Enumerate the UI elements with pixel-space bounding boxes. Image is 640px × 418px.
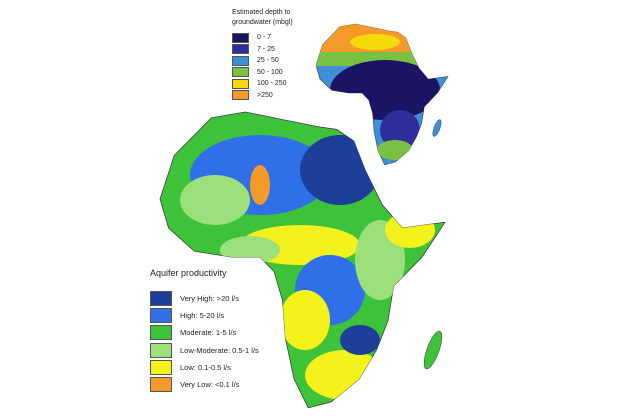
legend-item: Very High: >20 l/s	[150, 290, 259, 307]
legend-swatch	[150, 359, 172, 375]
legend-swatch	[150, 377, 172, 393]
legend-label: High: 5-20 l/s	[180, 311, 225, 321]
legend-item: 7 - 25	[232, 44, 312, 56]
legend-item: >250	[232, 90, 312, 102]
legend-label: Very Low: <0.1 l/s	[180, 380, 240, 390]
legend-swatch	[150, 308, 172, 324]
productivity-map	[158, 110, 447, 410]
legend-swatch	[232, 32, 249, 43]
legend-label: >250	[257, 91, 273, 99]
legend-label: Low-Moderate: 0.5-1 l/s	[180, 345, 259, 355]
legend-swatch	[232, 67, 249, 78]
legend-title: Estimated depth to groundwater (mbgl)	[232, 9, 293, 26]
legend-item: Low: 0.1-0.5 l/s	[150, 359, 259, 376]
legend-swatch	[232, 44, 249, 55]
legend-item: 25 - 50	[232, 55, 312, 67]
legend-item: 50 - 100	[232, 67, 312, 79]
productivity-legend: Aquifer productivity Very High: >20 l/s H…	[150, 268, 259, 393]
legend-swatch	[232, 78, 249, 89]
legend-swatch	[232, 90, 249, 101]
legend-item: 100 - 250	[232, 78, 312, 90]
legend-label: 0 - 7	[257, 34, 272, 42]
legend-item: Low-Moderate: 0.5-1 l/s	[150, 342, 259, 359]
legend-swatch	[150, 291, 172, 307]
legend-swatch	[150, 325, 172, 341]
legend-label: Low: 0.1-0.5 l/s	[180, 362, 231, 372]
legend-label: 25 - 50	[257, 57, 279, 65]
legend-item: Moderate: 1-5 l/s	[150, 324, 259, 341]
legend-item: Very Low: <0.1 l/s	[150, 376, 259, 393]
legend-label: 100 - 250	[257, 80, 287, 88]
legend-title: Aquifer productivity	[150, 268, 227, 278]
depth-legend: Estimated depth to groundwater (mbgl) 0 …	[232, 8, 312, 101]
legend-label: Very High: >20 l/s	[180, 294, 239, 304]
legend-label: 50 - 100	[257, 68, 283, 76]
legend-label: Moderate: 1-5 l/s	[180, 328, 237, 338]
legend-item: 0 - 7	[232, 32, 312, 44]
legend-label: 7 - 25	[257, 45, 275, 53]
legend-swatch	[232, 55, 249, 66]
legend-item: High: 5-20 l/s	[150, 307, 259, 324]
legend-swatch	[150, 342, 172, 358]
